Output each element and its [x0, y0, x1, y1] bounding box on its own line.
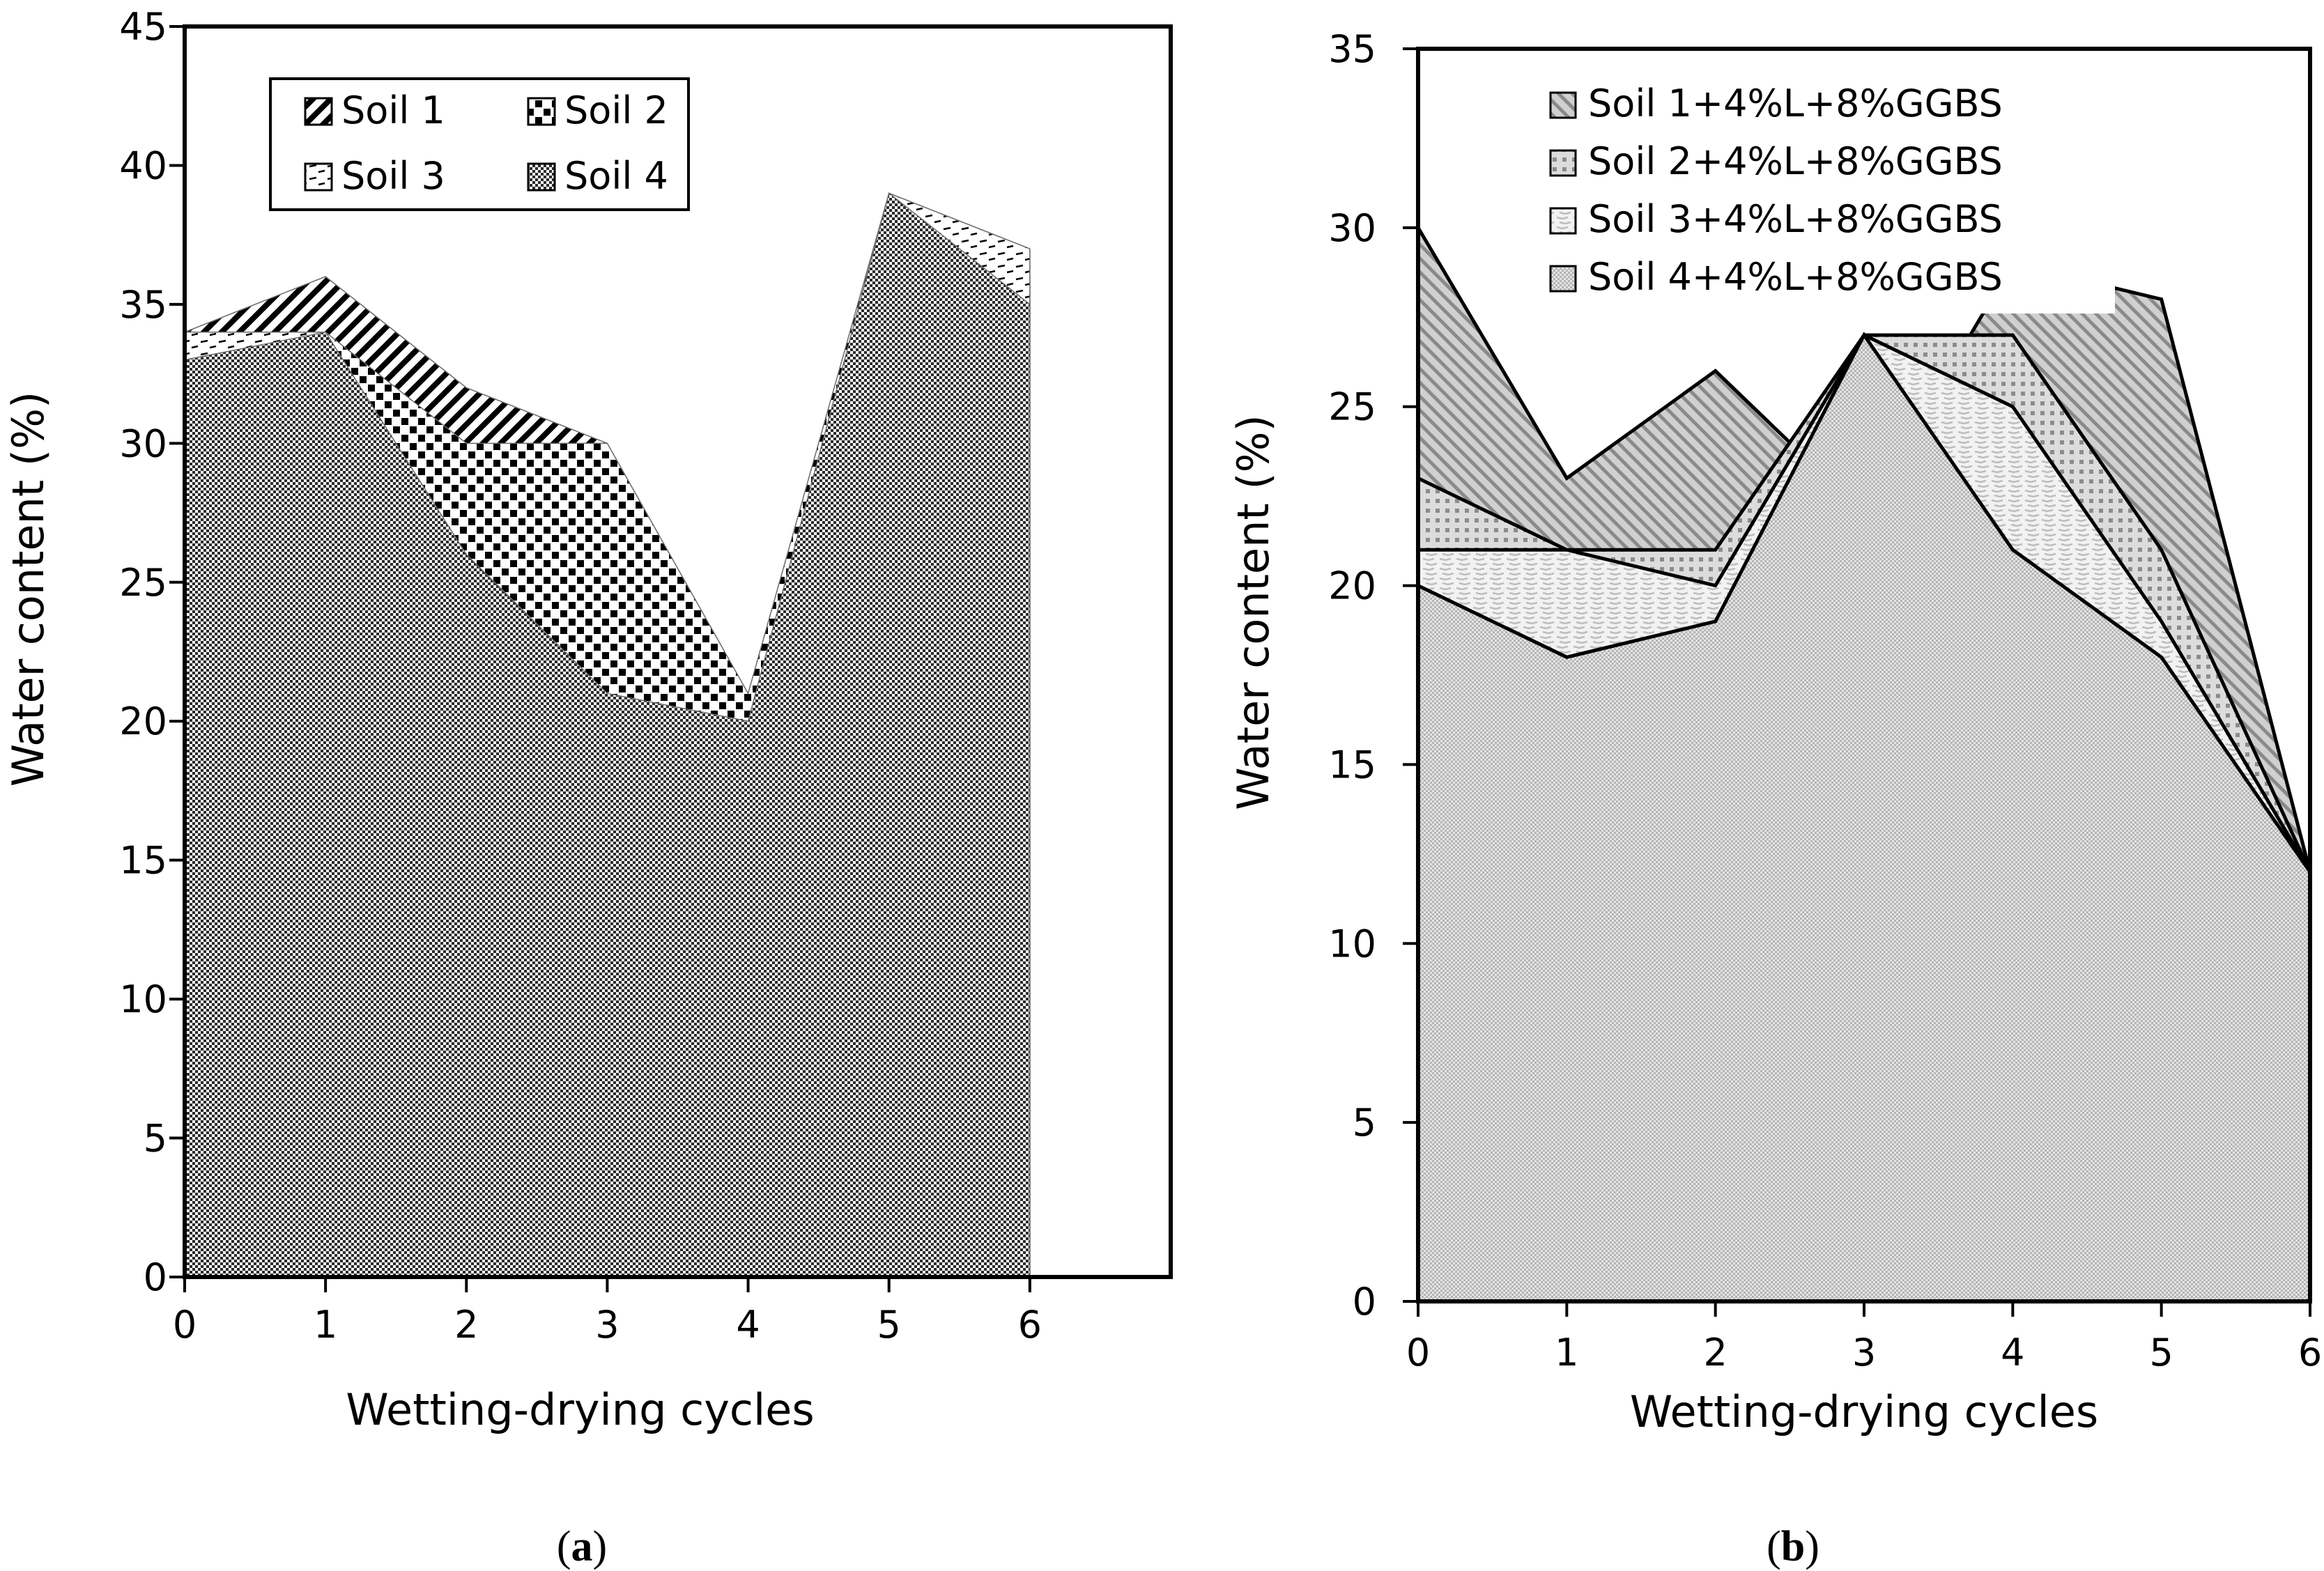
b-x-tick-label: 4 — [2001, 1331, 2024, 1375]
a-legend-label-3: Soil 3 — [341, 154, 445, 198]
a-y-tick-label: 5 — [144, 1117, 167, 1161]
b-x-axis-title: Wetting-drying cycles — [1630, 1386, 2098, 1437]
a-x-tick-label: 5 — [877, 1303, 901, 1347]
b-legend-label-1: Soil 1+4%L+8%GGBS — [1588, 82, 2003, 125]
a-y-tick-label: 40 — [119, 144, 167, 187]
a-x-tick-label: 2 — [454, 1303, 478, 1347]
b-x-tick-label: 0 — [1406, 1331, 1430, 1375]
a-legend-label-1: Soil 1 — [341, 88, 445, 132]
a-x-tick-label: 6 — [1018, 1303, 1042, 1347]
b-y-tick-label: 20 — [1328, 564, 1376, 608]
a-legend-swatch-4 — [527, 162, 556, 192]
panel-b-chart: 0 5 10 15 20 25 30 35 0 1 2 3 4 5 6 Wetting-drying cycl… — [1228, 27, 2322, 1570]
a-y-tick-label: 25 — [119, 561, 167, 605]
a-x-tick-label: 3 — [595, 1303, 619, 1347]
b-x-tick-label: 1 — [1555, 1331, 1578, 1375]
a-y-axis-title: Water content (%) — [3, 392, 54, 787]
b-legend-background — [1516, 73, 2115, 314]
b-y-tick-label: 35 — [1328, 27, 1376, 71]
a-legend-swatch-3 — [304, 162, 333, 192]
a-y-tick-label: 20 — [119, 699, 167, 743]
b-panel-caption: (b) — [1767, 1523, 1819, 1570]
b-legend-swatch-2 — [1549, 149, 1577, 177]
a-legend-swatch-2 — [527, 97, 556, 126]
a-x-axis-title: Wetting-drying cycles — [346, 1384, 814, 1435]
a-series-area-4 — [184, 192, 1031, 1278]
a-y-tick-label: 35 — [119, 283, 167, 327]
b-x-tick-label: 2 — [1703, 1331, 1727, 1375]
b-y-axis-title: Water content (%) — [1228, 415, 1279, 810]
b-y-tick-label: 5 — [1353, 1101, 1376, 1145]
b-legend-swatch-3 — [1549, 207, 1577, 235]
a-x-tick-label: 4 — [736, 1303, 760, 1347]
a-x-tick-label: 1 — [314, 1303, 337, 1347]
b-y-tick-label: 0 — [1353, 1280, 1376, 1324]
b-legend-label-2: Soil 2+4%L+8%GGBS — [1588, 139, 2003, 183]
b-x-tick-label: 3 — [1852, 1331, 1876, 1375]
b-y-tick-label: 15 — [1328, 743, 1376, 787]
b-legend-label-4: Soil 4+4%L+8%GGBS — [1588, 255, 2003, 299]
a-legend-label-2: Soil 2 — [564, 88, 668, 132]
b-legend-swatch-1 — [1549, 91, 1577, 119]
a-y-tick-label: 10 — [119, 977, 167, 1021]
a-legend-label-4: Soil 4 — [564, 154, 668, 198]
b-y-tick-label: 10 — [1328, 922, 1376, 966]
b-x-tick-label: 5 — [2149, 1331, 2173, 1375]
b-legend-label-3: Soil 3+4%L+8%GGBS — [1588, 197, 2003, 241]
a-y-tick-label: 0 — [144, 1255, 167, 1299]
a-legend-box — [269, 77, 690, 211]
a-panel-caption: (a) — [557, 1523, 607, 1570]
a-plot-frame — [183, 24, 1173, 1279]
b-y-tick-label: 30 — [1328, 206, 1376, 250]
b-x-tick-label: 6 — [2298, 1331, 2322, 1375]
b-y-tick-label: 25 — [1328, 385, 1376, 429]
a-y-tick-label: 45 — [119, 5, 167, 49]
a-x-tick-label: 0 — [173, 1303, 197, 1347]
a-y-tick-label: 15 — [119, 839, 167, 883]
a-legend-swatch-1 — [304, 97, 333, 126]
a-y-tick-label: 30 — [119, 421, 167, 465]
b-legend-swatch-4 — [1549, 265, 1577, 293]
